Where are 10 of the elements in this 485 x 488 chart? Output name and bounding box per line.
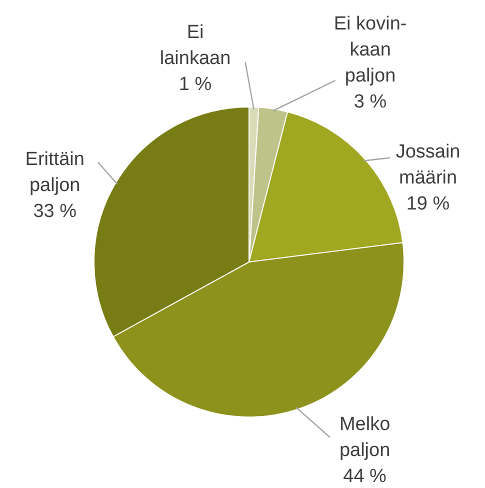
data-label: 44 %: [343, 466, 387, 488]
slice-label: Ei lainkaan: [160, 22, 231, 70]
slice-label: Ei kovin- kaan paljon: [334, 13, 407, 86]
data-label: 3 %: [354, 91, 387, 112]
slice-label: Erittäin paljon: [25, 149, 84, 196]
data-label: 19 %: [406, 194, 450, 215]
data-label: 33 %: [33, 201, 77, 222]
slice-label: Jossain määrin: [396, 142, 460, 189]
slice-label: Melko paljon: [339, 414, 390, 462]
data-label: 1 %: [178, 74, 212, 96]
